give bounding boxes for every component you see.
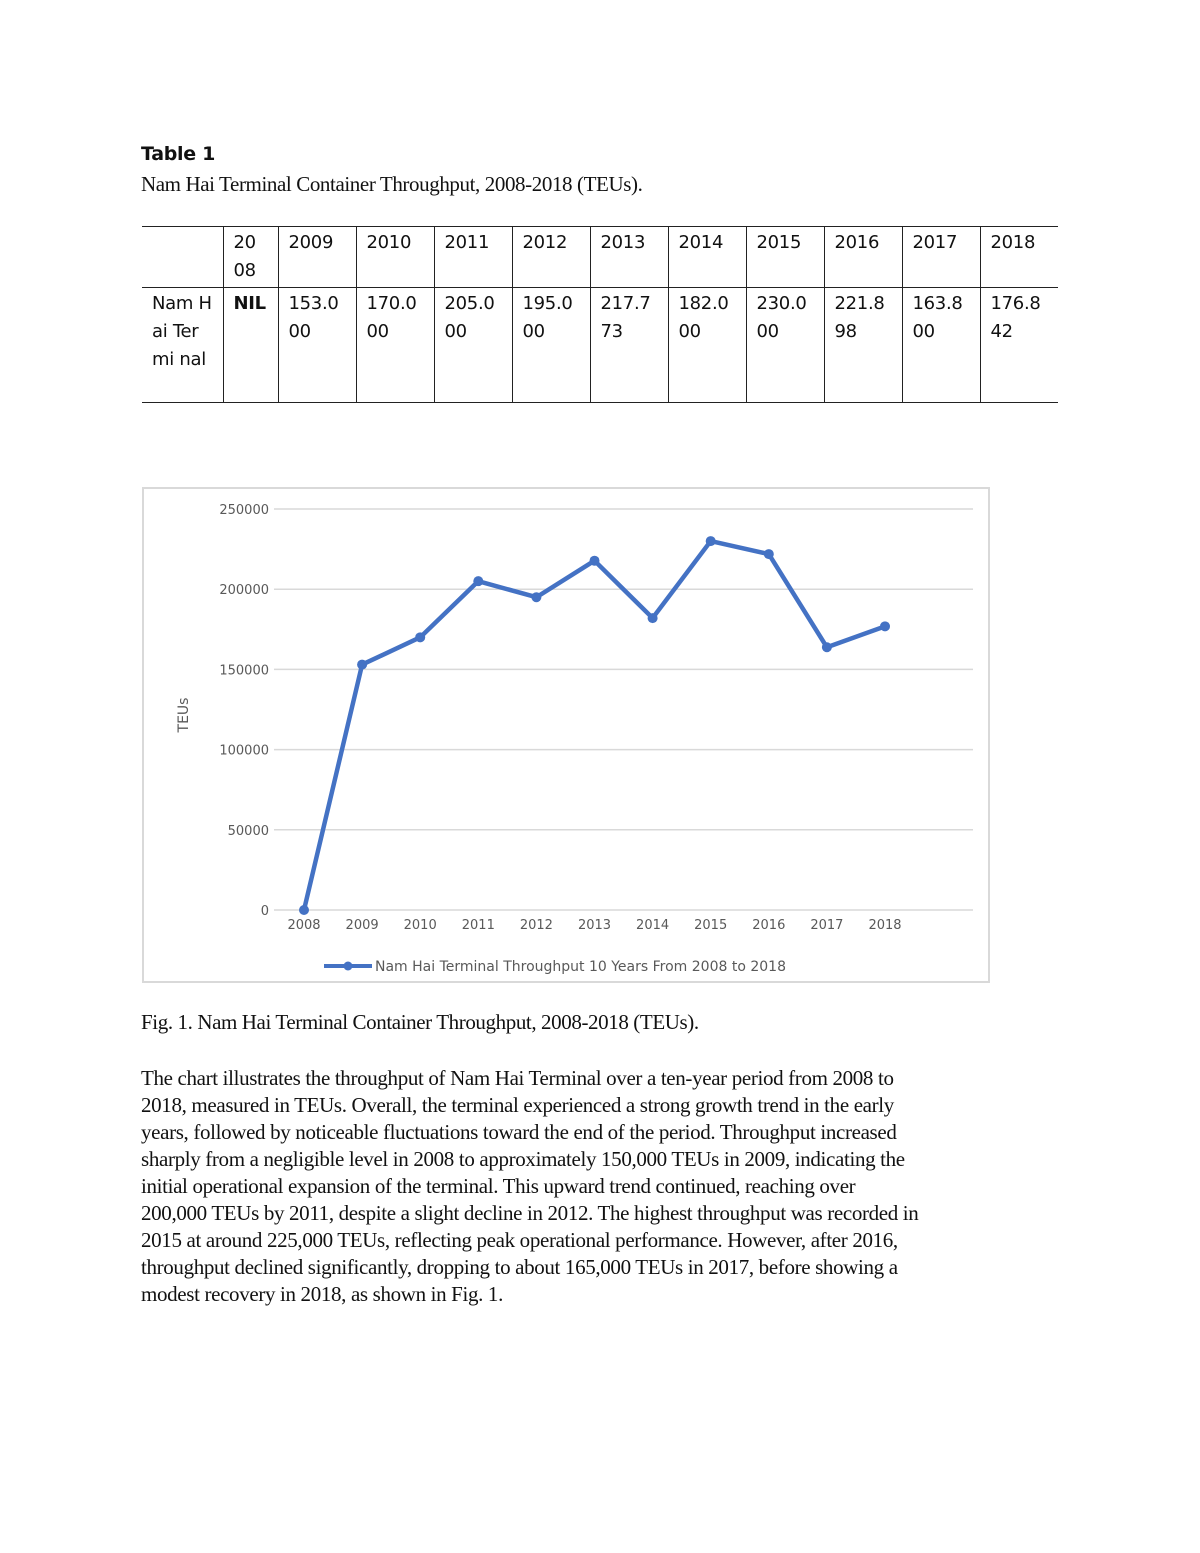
x-tick-label: 2009 bbox=[346, 918, 379, 933]
x-tick-label: 2017 bbox=[810, 918, 843, 933]
legend-marker-icon bbox=[343, 961, 353, 971]
data-point-marker bbox=[821, 642, 832, 653]
cell-2017: 163.800 bbox=[901, 287, 981, 403]
header-cell-2011: 2011 bbox=[433, 226, 513, 288]
x-tick-label: 2018 bbox=[868, 918, 901, 933]
header-cell-2016: 2016 bbox=[823, 226, 903, 288]
cell-2010: 170.000 bbox=[355, 287, 435, 403]
x-tick-label: 2016 bbox=[752, 918, 785, 933]
body-paragraph: The chart illustrates the throughput of … bbox=[141, 1065, 1071, 1308]
line-chart: 0 50000 100000 150000 200000 250000 2008 2009 2… bbox=[142, 487, 990, 983]
y-tick-label: 200000 bbox=[219, 583, 269, 598]
cell-2012: 195.000 bbox=[511, 287, 591, 403]
table-row: Nam Hai Termi nal NIL 153.000 170.000 20… bbox=[142, 287, 1058, 403]
body-line: 2015 at around 225,000 TEUs, reflecting … bbox=[141, 1228, 898, 1252]
table-header-row: 20 08 2009 2010 2011 2012 2013 2014 2015… bbox=[142, 226, 1058, 288]
x-tick-label: 2008 bbox=[287, 918, 320, 933]
header-cell-2008: 20 08 bbox=[222, 226, 279, 288]
chart-legend: Nam Hai Terminal Throughput 10 Years Fro… bbox=[324, 959, 786, 975]
legend-label: Nam Hai Terminal Throughput 10 Years Fro… bbox=[375, 959, 786, 975]
chart-gridlines bbox=[274, 508, 973, 911]
cell-2011: 205.000 bbox=[433, 287, 513, 403]
cell-2018: 176.842 bbox=[979, 287, 1058, 403]
header-cell-2018: 2018 bbox=[979, 226, 1058, 288]
header-cell-2013: 2013 bbox=[589, 226, 669, 288]
x-tick-label: 2010 bbox=[404, 918, 437, 933]
header-cell-2009: 2009 bbox=[277, 226, 357, 288]
data-point-marker bbox=[415, 632, 426, 643]
header-cell-2015: 2015 bbox=[745, 226, 825, 288]
data-point-marker bbox=[880, 621, 890, 632]
body-line: modest recovery in 2018, as shown in Fig… bbox=[141, 1282, 503, 1306]
y-tick-label: 50000 bbox=[228, 824, 269, 839]
row-label: Nam Hai Termi nal bbox=[142, 287, 224, 403]
data-point-marker bbox=[473, 576, 484, 587]
data-point-marker bbox=[647, 613, 658, 624]
y-axis-label: TEUs bbox=[176, 698, 192, 734]
body-line: throughput declined significantly, dropp… bbox=[141, 1255, 898, 1279]
throughput-table: 20 08 2009 2010 2011 2012 2013 2014 2015… bbox=[142, 226, 1058, 403]
cell-2013: 217.773 bbox=[589, 287, 669, 403]
header-cell-2017: 2017 bbox=[901, 226, 981, 288]
series-line bbox=[299, 536, 890, 915]
y-tick-label: 100000 bbox=[219, 744, 269, 759]
header-cell-2012: 2012 bbox=[511, 226, 591, 288]
body-line: 200,000 TEUs by 2011, despite a slight d… bbox=[141, 1201, 919, 1225]
cell-2008: NIL bbox=[222, 287, 279, 403]
y-axis-ticks: 0 50000 100000 150000 200000 250000 bbox=[219, 503, 269, 919]
data-point-marker bbox=[357, 659, 368, 670]
data-point-marker bbox=[589, 555, 600, 566]
y-tick-label: 250000 bbox=[219, 503, 269, 518]
cell-2009: 153.000 bbox=[277, 287, 357, 403]
header-cell-2010: 2010 bbox=[355, 226, 435, 288]
data-point-marker bbox=[705, 536, 716, 547]
header-cell-empty bbox=[142, 226, 224, 288]
table-label: Table 1 bbox=[141, 143, 216, 165]
header-cell-2014: 2014 bbox=[667, 226, 747, 288]
body-line: sharply from a negligible level in 2008 … bbox=[141, 1147, 905, 1171]
y-tick-label: 150000 bbox=[219, 663, 269, 678]
x-tick-label: 2015 bbox=[694, 918, 727, 933]
x-axis-ticks: 2008 2009 2010 2011 2012 2013 2014 2015 2016 2017… bbox=[287, 918, 901, 933]
body-line: 2018, measured in TEUs. Overall, the ter… bbox=[141, 1093, 894, 1117]
figure-caption: Fig. 1. Nam Hai Terminal Container Throu… bbox=[141, 1010, 699, 1034]
x-tick-label: 2012 bbox=[520, 918, 553, 933]
body-line: The chart illustrates the throughput of … bbox=[141, 1066, 894, 1090]
y-tick-label: 0 bbox=[261, 904, 269, 919]
x-tick-label: 2014 bbox=[636, 918, 669, 933]
body-line: years, followed by noticeable fluctuatio… bbox=[141, 1120, 897, 1144]
x-tick-label: 2011 bbox=[462, 918, 495, 933]
cell-2015: 230.000 bbox=[745, 287, 825, 403]
data-point-marker bbox=[531, 592, 542, 603]
x-tick-label: 2013 bbox=[578, 918, 611, 933]
body-line: initial operational expansion of the ter… bbox=[141, 1174, 856, 1198]
cell-2016: 221.898 bbox=[823, 287, 903, 403]
data-point-marker bbox=[299, 905, 309, 915]
cell-2014: 182.000 bbox=[667, 287, 747, 403]
table-caption: Nam Hai Terminal Container Throughput, 2… bbox=[141, 172, 643, 196]
data-point-marker bbox=[763, 549, 774, 560]
